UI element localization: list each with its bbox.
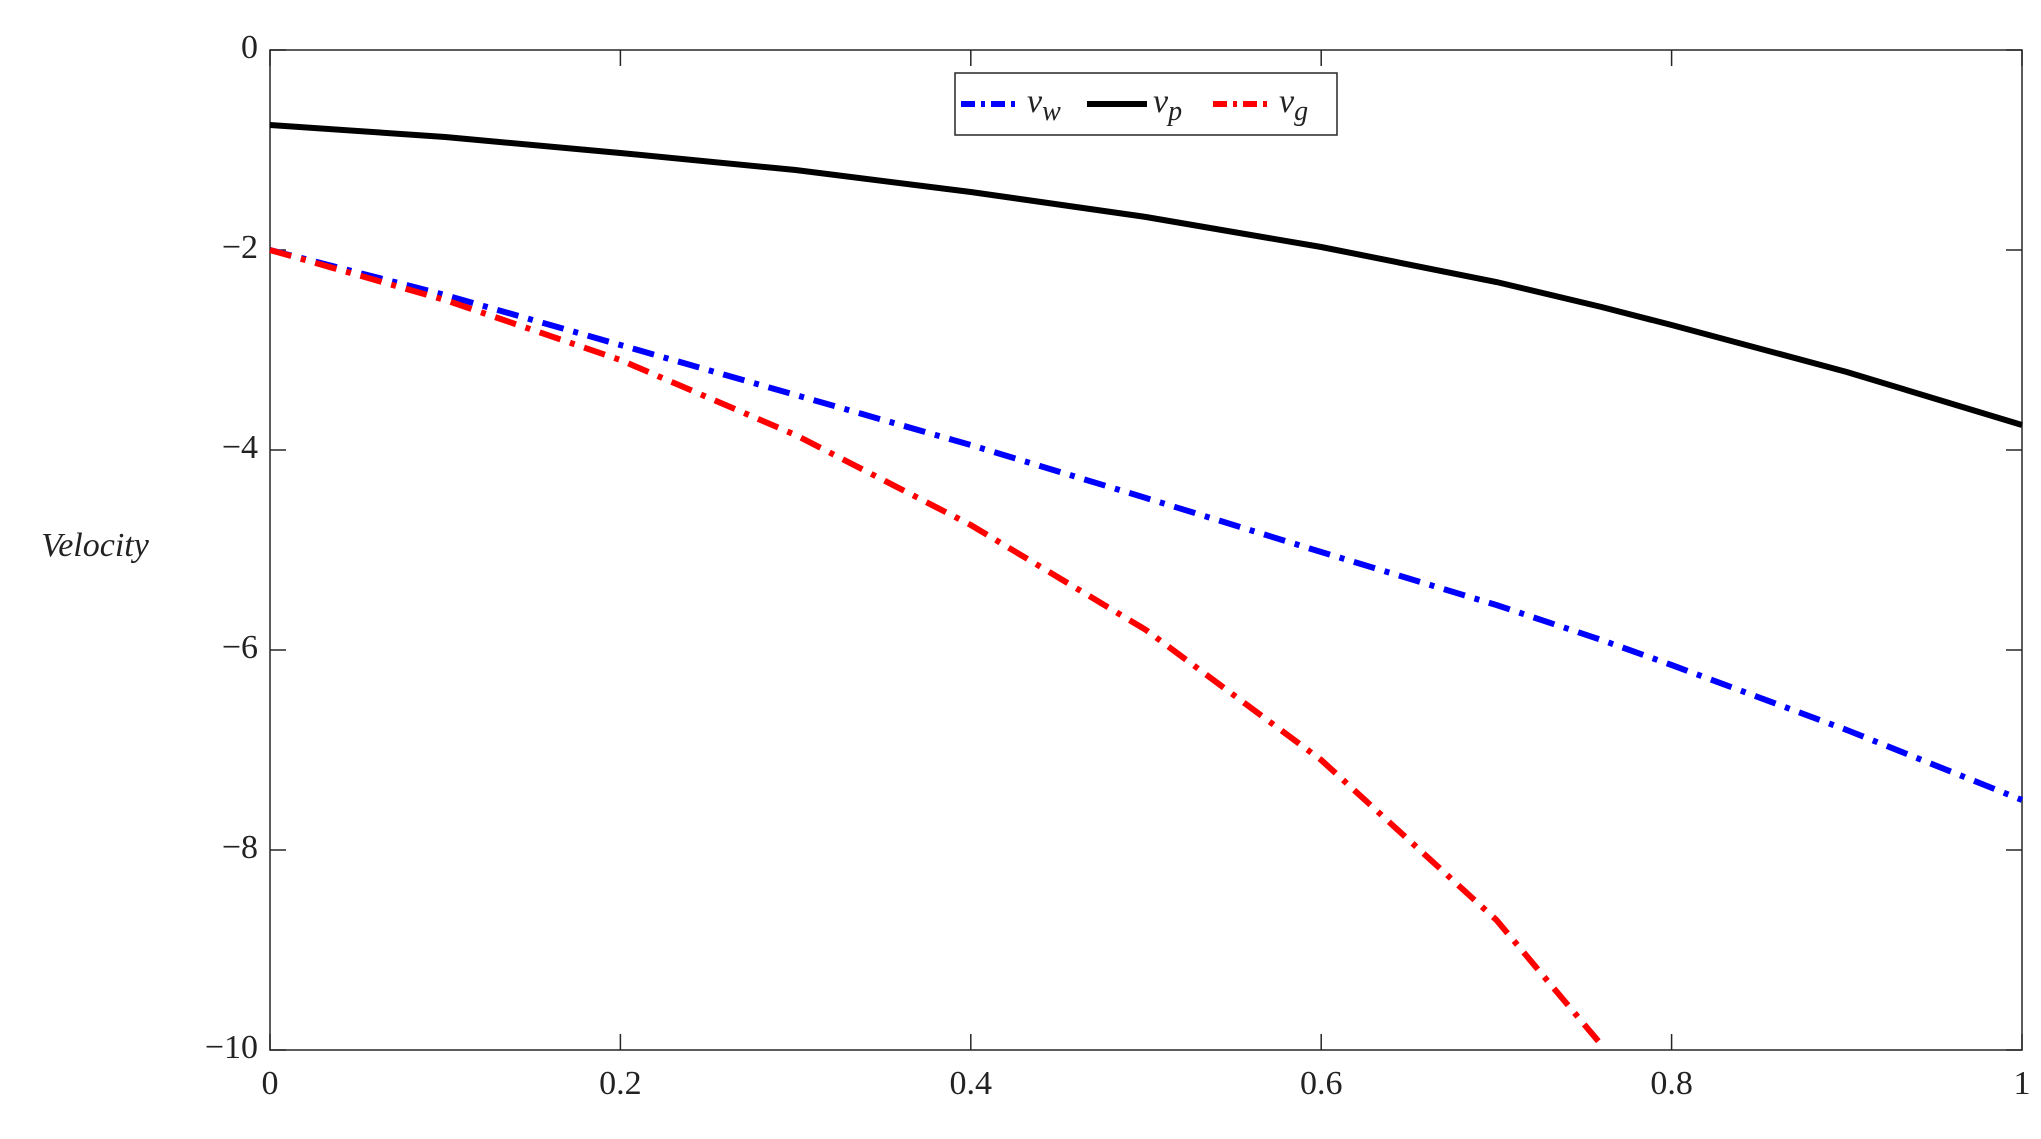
x-tick-label: 1 — [2014, 1065, 2031, 1102]
y-tick-label: −8 — [222, 829, 258, 866]
series-line — [269, 247, 2024, 803]
y-tick-label: −4 — [222, 429, 258, 466]
y-tick-label: −2 — [222, 229, 258, 266]
x-tick-label: 0.2 — [599, 1065, 642, 1102]
x-tick-label: 0.4 — [950, 1065, 993, 1102]
legend: vw vp vg — [954, 72, 1338, 136]
x-tick-label: 0.8 — [1650, 1065, 1693, 1102]
legend-label: vg — [1279, 83, 1308, 128]
y-tick-label: −10 — [205, 1029, 258, 1066]
legend-label: vp — [1153, 83, 1182, 128]
y-tick-label: 0 — [241, 29, 258, 66]
x-tick-label: 0.6 — [1300, 1065, 1343, 1102]
series-line — [269, 247, 1604, 1047]
x-tick-label: 0 — [262, 1065, 279, 1102]
legend-label: vw — [1027, 83, 1061, 128]
series-line — [269, 122, 2023, 428]
y-axis-label: Velocity — [41, 527, 150, 564]
y-tick-label: −6 — [222, 629, 258, 666]
plot-area — [269, 49, 2023, 1051]
